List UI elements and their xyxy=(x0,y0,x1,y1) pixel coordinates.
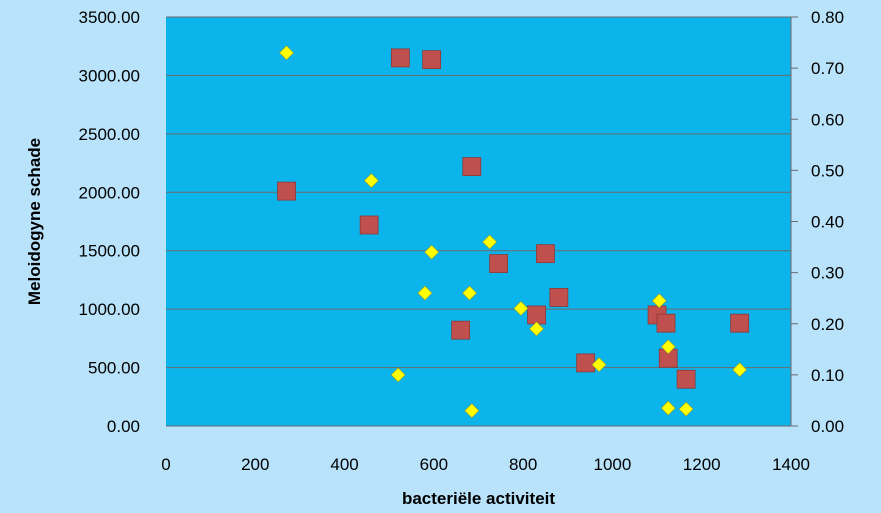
data-point-square xyxy=(489,254,508,273)
data-point-square xyxy=(730,313,750,333)
data-point-square xyxy=(536,244,555,264)
data-point-diamond xyxy=(464,403,480,419)
x-tick-label: 200 xyxy=(241,455,269,474)
y-tick-label: 500.00 xyxy=(88,359,140,378)
data-point-diamond xyxy=(678,401,694,417)
data-point-diamond xyxy=(513,300,529,316)
x-tick-label: 800 xyxy=(509,455,537,474)
y2-tick-label: 0.50 xyxy=(811,161,844,180)
data-point-diamond xyxy=(363,173,379,189)
data-point-square xyxy=(576,353,596,373)
x-tick-label: 1400 xyxy=(772,455,810,474)
data-point-square xyxy=(390,48,410,68)
data-point-square xyxy=(527,305,546,325)
y2-tick-label: 0.60 xyxy=(811,110,844,129)
data-point-square xyxy=(549,288,569,307)
y-tick-label: 3000.00 xyxy=(79,66,140,85)
data-point-diamond xyxy=(424,244,440,260)
data-point-diamond xyxy=(591,357,607,373)
y-tick-label: 1000.00 xyxy=(79,300,140,319)
data-point-diamond xyxy=(732,362,748,378)
data-point-square xyxy=(422,50,442,70)
y2-tick-label: 0.00 xyxy=(811,417,844,436)
data-point-square xyxy=(451,320,471,340)
data-point-diamond xyxy=(651,293,667,309)
x-tick-label: 400 xyxy=(330,455,358,474)
x-axis-title: bacteriële activiteit xyxy=(402,489,555,508)
x-tick-label: 600 xyxy=(420,455,448,474)
x-tick-label: 1000 xyxy=(594,455,632,474)
y2-tick-label: 0.30 xyxy=(811,264,844,283)
y-tick-label: 1500.00 xyxy=(79,242,140,261)
y-tick-label: 0.00 xyxy=(107,417,140,436)
data-point-diamond xyxy=(417,285,433,301)
x-tick-label: 0 xyxy=(161,455,170,474)
plot-area xyxy=(166,17,791,426)
data-point-square xyxy=(656,313,676,333)
data-point-diamond xyxy=(390,367,406,383)
y-tick-label: 3500.00 xyxy=(79,8,140,27)
data-point-square xyxy=(462,157,482,176)
data-point-square xyxy=(277,181,296,201)
data-point-diamond xyxy=(279,45,294,61)
y2-tick-label: 0.40 xyxy=(811,213,844,232)
y2-tick-label: 0.10 xyxy=(811,366,844,385)
y2-tick-label: 0.80 xyxy=(811,8,844,27)
y2-tick-label: 0.70 xyxy=(811,59,844,78)
y-axis-title: Meloidogyne schade xyxy=(25,138,44,305)
data-points xyxy=(277,45,750,419)
y2-tick-label: 0.20 xyxy=(811,315,844,334)
x-axis-ticks: 0 200 400 600 800 1000 1200 1400 xyxy=(161,455,810,474)
right-y-axis-ticks: 0.00 0.10 0.20 0.30 0.40 0.50 0.60 0.70 0.80 xyxy=(791,8,844,436)
data-point-diamond xyxy=(462,285,477,301)
y-tick-label: 2500.00 xyxy=(79,125,140,144)
x-tick-label: 1200 xyxy=(683,455,721,474)
data-point-diamond xyxy=(660,339,676,355)
data-point-square xyxy=(676,369,696,389)
data-point-diamond xyxy=(660,400,676,416)
data-point-diamond xyxy=(482,234,498,250)
left-y-axis-ticks: 0.00 500.00 1000.00 1500.00 2000.00 2500.00 30… xyxy=(79,8,140,436)
data-point-square xyxy=(359,215,379,235)
gridlines xyxy=(166,16,792,427)
y-tick-label: 2000.00 xyxy=(79,183,140,202)
data-point-diamond xyxy=(529,321,544,337)
